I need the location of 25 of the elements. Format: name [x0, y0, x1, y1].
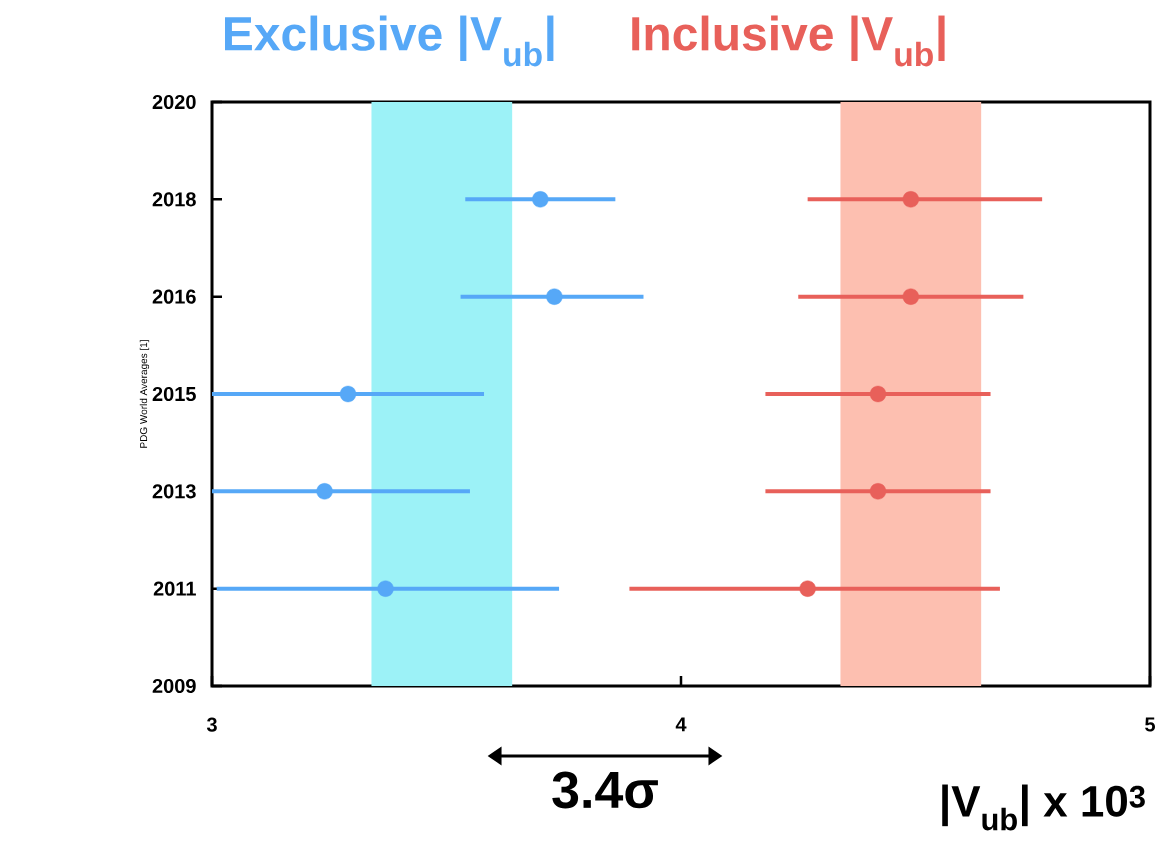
y-tick-label: 2009: [152, 678, 196, 694]
point: [339, 385, 357, 403]
x-axis-title: |V$_{ub}$| x 10$^{3}$: [942, 784, 1145, 831]
y-tick-label: 2011: [153, 581, 196, 596]
text: 3.4σ: [552, 771, 658, 809]
text: Exclusive |V$_{ub}$|: [225, 15, 554, 67]
point: [799, 580, 816, 597]
y-tick-label: 2013: [152, 484, 196, 499]
y-tick-label: 2015: [152, 386, 196, 402]
y-tick-label: 2018: [152, 192, 196, 207]
y-axis-title: PDG World Averages [1]: [139, 340, 150, 448]
x-tick-label: 3: [206, 717, 217, 732]
x-tick-label: 5: [1145, 717, 1156, 732]
y-tick-label: 2016: [152, 289, 196, 304]
y-tick-label: 2020: [152, 94, 196, 110]
point: [902, 191, 920, 208]
point: [532, 191, 549, 208]
point: [377, 580, 394, 597]
point: [869, 385, 887, 403]
point: [316, 483, 333, 500]
x-tick-label: 4: [675, 717, 687, 732]
text: Inclusive |V$_{ub}$|: [632, 15, 945, 67]
point: [869, 483, 887, 500]
point: [902, 288, 920, 305]
point: [546, 288, 563, 305]
